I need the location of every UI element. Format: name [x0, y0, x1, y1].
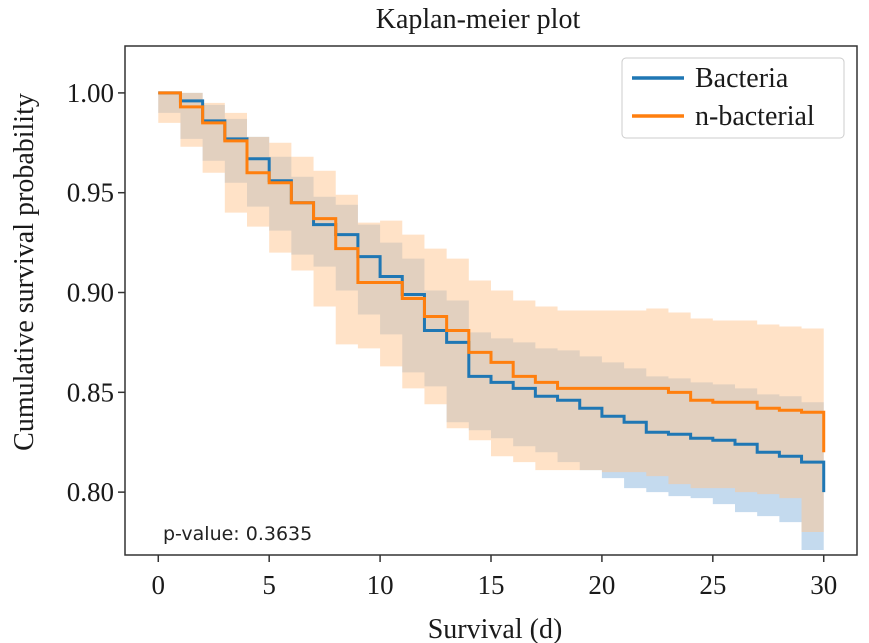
- legend-label-bacteria: Bacteria: [695, 63, 789, 94]
- x-tick-label: 15: [478, 570, 505, 600]
- x-axis-ticks: 0 5 10 15 20 25 30: [152, 555, 837, 600]
- y-tick-label: 0.80: [67, 477, 114, 507]
- x-tick-label: 5: [262, 570, 276, 600]
- y-axis-label: Cumulative survival probability: [9, 93, 40, 451]
- x-tick-label: 0: [152, 570, 166, 600]
- x-tick-label: 30: [810, 570, 837, 600]
- x-tick-label: 25: [699, 570, 726, 600]
- legend-label-n-bacterial: n-bacterial: [695, 101, 815, 132]
- chart-title: Kaplan-meier plot: [376, 4, 581, 35]
- p-value-annotation: p-value: 0.3635: [163, 523, 312, 545]
- x-tick-label: 20: [588, 570, 615, 600]
- y-axis-ticks: 0.80 0.85 0.90 0.95 1.00: [67, 78, 125, 507]
- x-axis-label: Survival (d): [428, 614, 563, 643]
- confidence-band-n-bacterial: [158, 92, 824, 533]
- y-tick-label: 0.95: [67, 178, 114, 208]
- y-tick-label: 0.90: [67, 278, 114, 308]
- y-tick-label: 1.00: [67, 78, 114, 108]
- legend: Bacteria n-bacterial: [621, 57, 845, 139]
- y-tick-label: 0.85: [67, 377, 114, 407]
- survival-line-n-bacterial: [158, 91, 826, 453]
- x-tick-label: 10: [367, 570, 394, 600]
- plot-area: [158, 91, 826, 551]
